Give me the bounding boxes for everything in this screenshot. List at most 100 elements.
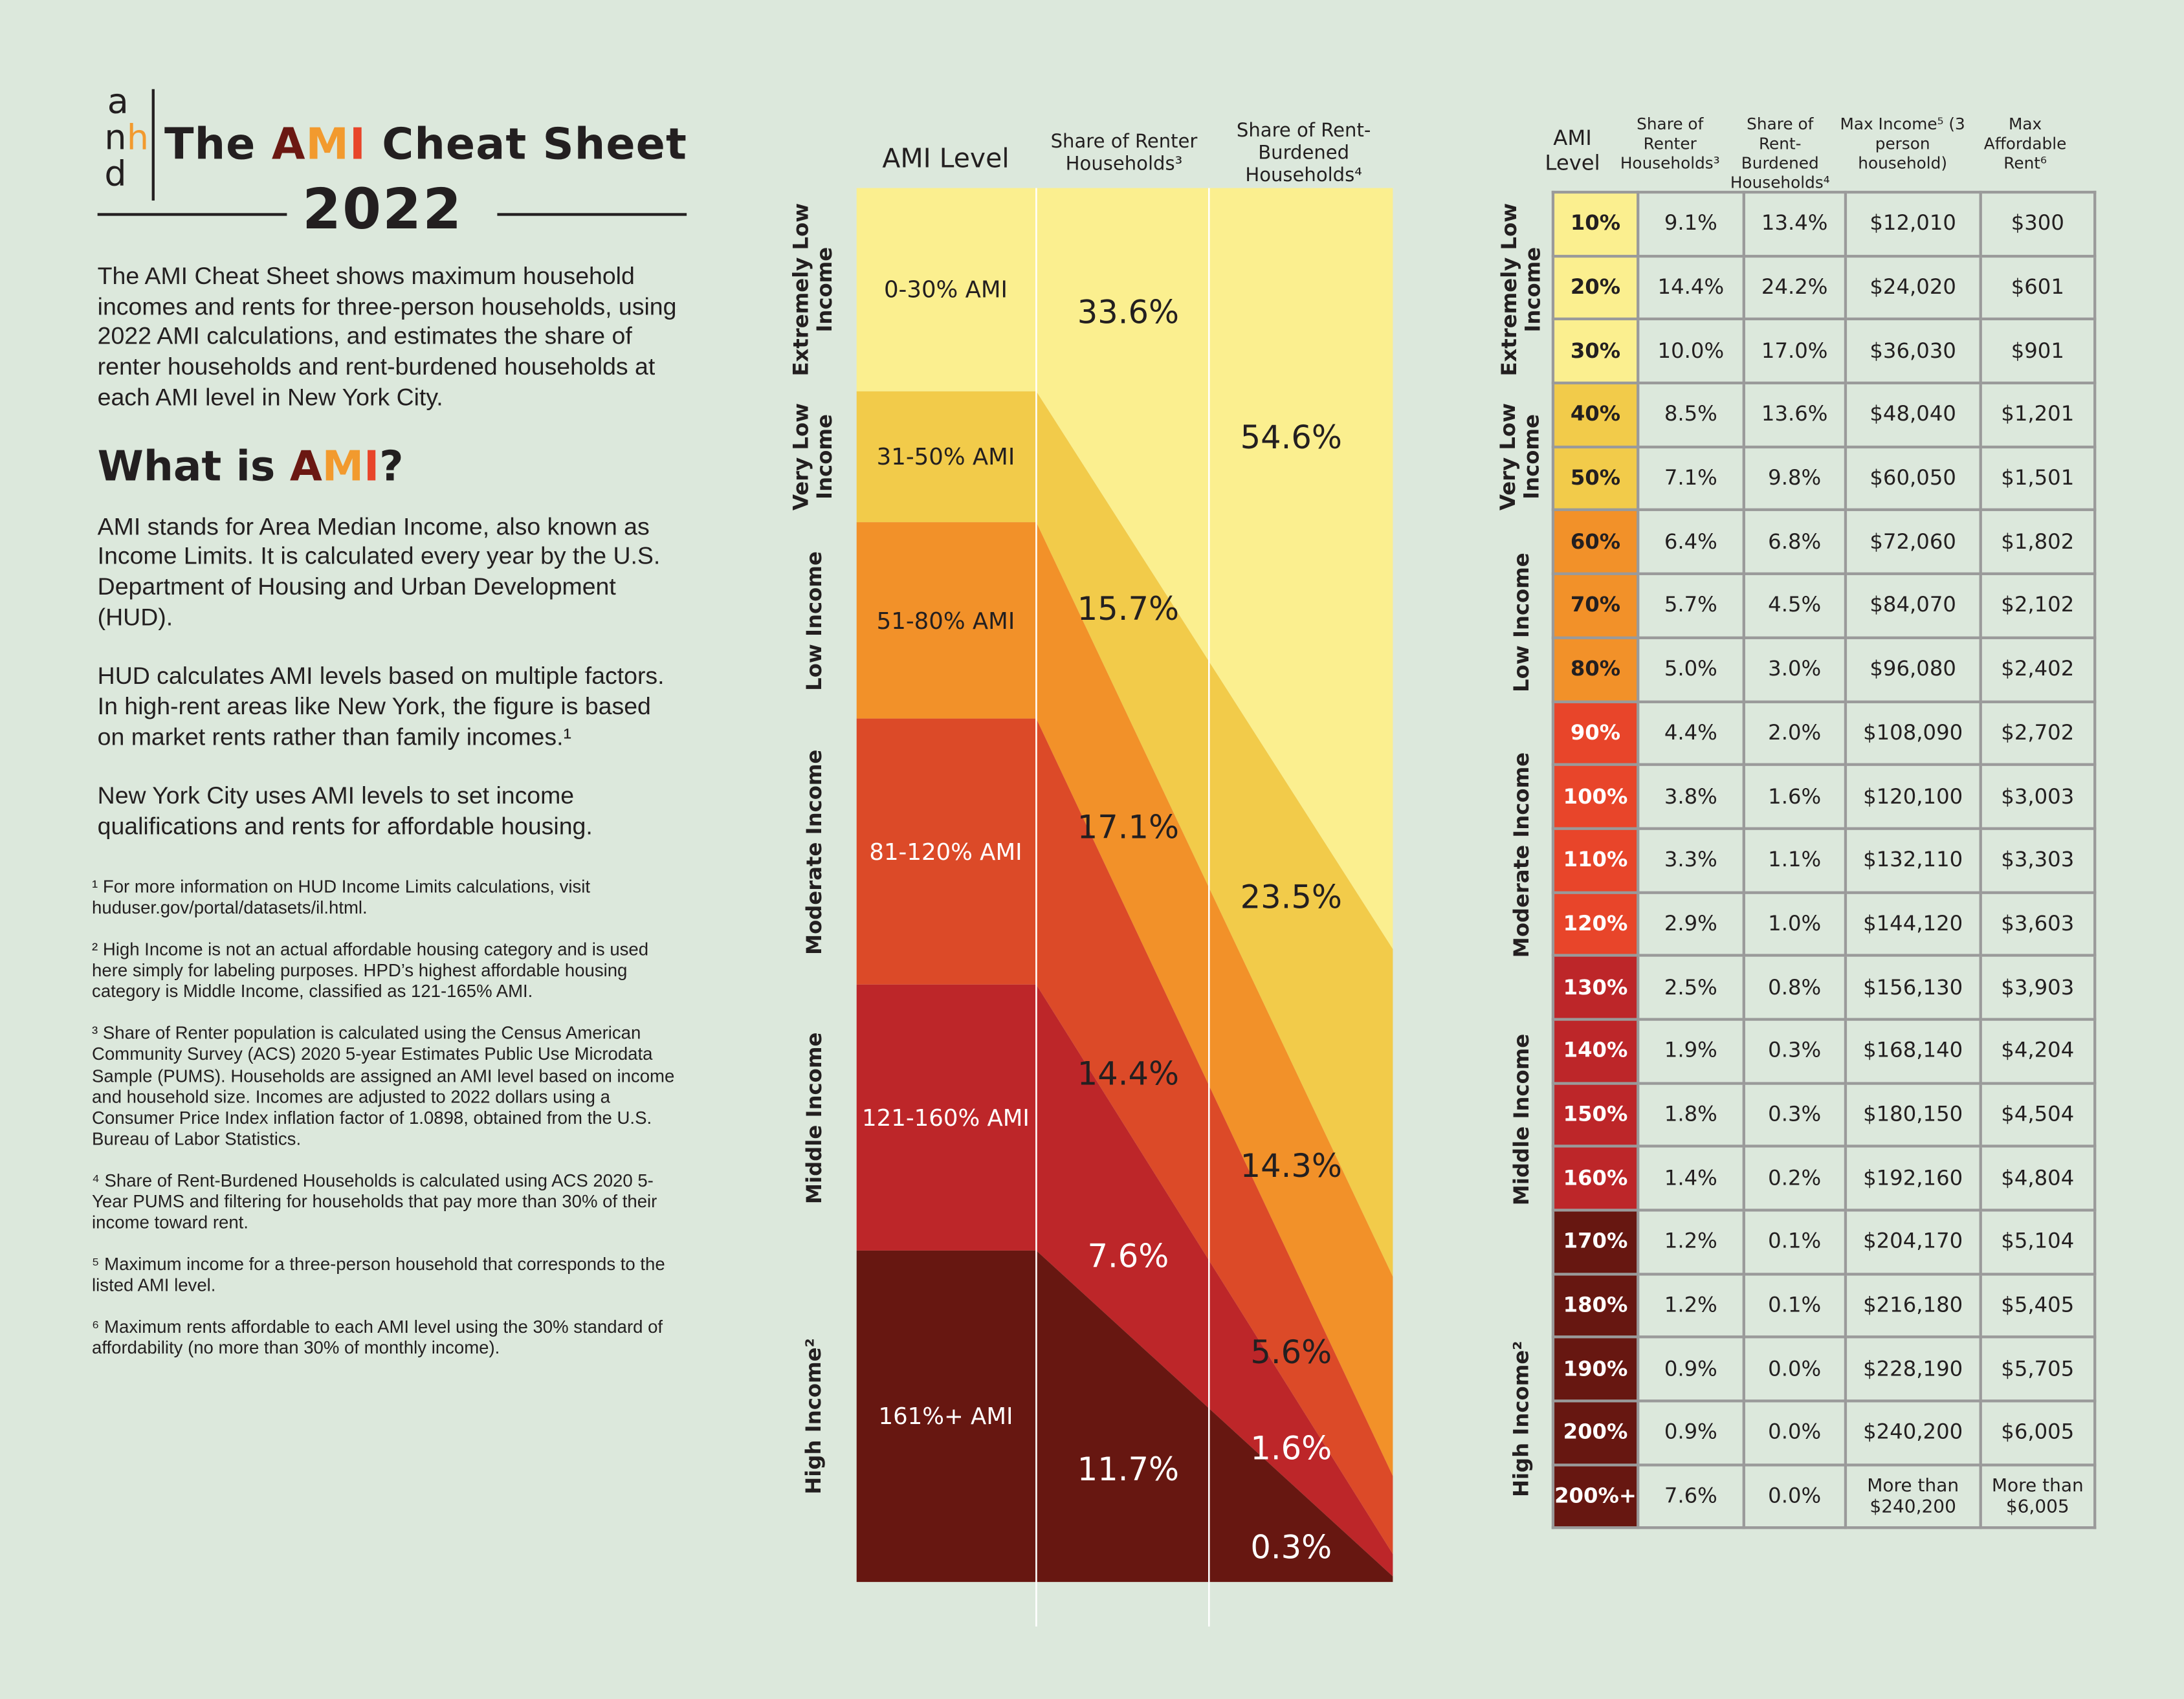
table-cell: 10.0%: [1636, 318, 1745, 385]
chart-header-renter: Share of Renter Households³: [1050, 131, 1198, 176]
burdened-share-label: 0.3%: [1250, 1530, 1332, 1567]
table-cell: $156,130: [1844, 954, 1982, 1021]
ami-table: 10% 9.1% 13.4% $12,010 $300 20% 14.4% 24.2% $24,…: [1551, 190, 2097, 1530]
burdened-share-label: 14.3%: [1240, 1148, 1342, 1185]
ami-level-cell: 140%: [1551, 1018, 1640, 1084]
table-cell: 9.1%: [1636, 190, 1745, 258]
table-cell: $5,705: [1979, 1335, 2097, 1403]
renter-share-label: 7.6%: [1087, 1239, 1169, 1276]
ami-level-cell: 200%+: [1551, 1463, 1640, 1530]
table-cell: $168,140: [1844, 1018, 1982, 1084]
what-paragraph-1: AMI stands for Area Median Income, also …: [97, 512, 661, 631]
table-cell: 0.9%: [1636, 1399, 1745, 1466]
chart-header-ami-level: AMI Level: [882, 143, 1009, 175]
ami-level-cell: 120%: [1551, 890, 1640, 958]
category-label: Extremely Low Income: [788, 203, 837, 377]
footnote-6: ⁶ Maximum rents affordable to each AMI l…: [92, 1316, 663, 1359]
table-cell: 24.2%: [1742, 254, 1847, 321]
title-year: 2022: [302, 178, 463, 243]
footnote-4: ⁴ Share of Rent-Burdened Households is c…: [92, 1169, 657, 1233]
burdened-share-label: 1.6%: [1250, 1431, 1332, 1468]
renter-share-label: 14.4%: [1077, 1057, 1180, 1093]
title-prefix: The: [164, 120, 272, 170]
table-cell: $4,204: [1979, 1018, 2097, 1084]
table-cell: 17.0%: [1742, 318, 1847, 385]
intro-paragraph: The AMI Cheat Sheet shows maximum househ…: [97, 261, 677, 411]
table-cell: 13.4%: [1742, 190, 1847, 258]
table-cell: 0.3%: [1742, 1018, 1847, 1084]
ami-range-label: 81-120% AMI: [869, 838, 1022, 865]
table-cell: $180,150: [1844, 1081, 1982, 1148]
band-moderate-income: [856, 718, 1393, 1555]
table-header: Max Affordable Rent⁶: [1983, 114, 2067, 173]
footnote-5: ⁵ Maximum income for a three-person hous…: [92, 1253, 665, 1296]
table-cell: 2.0%: [1742, 699, 1847, 767]
band-low-income: [856, 522, 1393, 1476]
table-cell: 0.3%: [1742, 1081, 1847, 1148]
table-row: 200%+ 7.6% 0.0% More than $240,200 More than…: [1551, 1463, 2097, 1530]
table-cell: 0.0%: [1742, 1335, 1847, 1403]
table-cell: $1,802: [1979, 509, 2097, 576]
table-group-label: Middle Income: [1507, 1033, 1533, 1206]
table-cell: 0.9%: [1636, 1335, 1745, 1403]
table-cell: $84,070: [1844, 572, 1982, 639]
table-group-label: High Income²: [1507, 1340, 1533, 1496]
table-header: Share of Rent-Burdened Households⁴: [1730, 114, 1830, 193]
ami-level-cell: 80%: [1551, 636, 1640, 703]
renter-share-label: 11.7%: [1077, 1452, 1180, 1489]
table-cell: 4.4%: [1636, 699, 1745, 767]
table-cell: $120,100: [1844, 763, 1982, 830]
table-cell: $108,090: [1844, 699, 1982, 767]
title-i: I: [349, 120, 366, 170]
table-cell: $240,200: [1844, 1399, 1982, 1466]
table-cell: $5,405: [1979, 1272, 2097, 1339]
table-cell: $132,110: [1844, 827, 1982, 893]
band-extremely-low-income: [856, 188, 1393, 949]
table-cell: 1.9%: [1636, 1018, 1745, 1084]
table-cell: $5,104: [1979, 1209, 2097, 1275]
table-row: 40% 8.5% 13.6% $48,040 $1,201: [1551, 381, 2097, 448]
table-cell: $3,603: [1979, 890, 2097, 958]
renter-share-label: 33.6%: [1077, 295, 1180, 332]
table-row: 200% 0.9% 0.0% $240,200 $6,005: [1551, 1399, 2097, 1466]
ami-range-label: 51-80% AMI: [876, 607, 1015, 634]
ami-level-cell: 200%: [1551, 1399, 1640, 1466]
table-cell: $204,170: [1844, 1209, 1982, 1275]
table-cell: $300: [1979, 190, 2097, 258]
category-label: Low Income: [800, 551, 826, 690]
table-cell: 5.7%: [1636, 572, 1745, 639]
table-cell: $6,005: [1979, 1399, 2097, 1466]
logo-letter-n: n: [104, 116, 127, 158]
table-row: 150% 1.8% 0.3% $180,150 $4,504: [1551, 1081, 2097, 1148]
table-cell: 13.6%: [1742, 381, 1847, 448]
ami-level-cell: 30%: [1551, 318, 1640, 385]
table-cell: 1.6%: [1742, 763, 1847, 830]
ami-range-label: 0-30% AMI: [883, 276, 1008, 303]
table-row: 120% 2.9% 1.0% $144,120 $3,603: [1551, 890, 2097, 958]
table-cell: 4.5%: [1742, 572, 1847, 639]
title-m: M: [305, 120, 350, 170]
category-label: High Income²: [800, 1338, 826, 1495]
heading-suffix: ?: [379, 442, 404, 491]
table-cell: 3.8%: [1636, 763, 1745, 830]
ami-level-cell: 70%: [1551, 572, 1640, 639]
footnote-1: ¹ For more information on HUD Income Lim…: [92, 875, 591, 918]
ami-range-label: 121-160% AMI: [862, 1104, 1030, 1131]
table-cell: $72,060: [1844, 509, 1982, 576]
table-cell: 2.5%: [1636, 954, 1745, 1021]
ami-level-cell: 130%: [1551, 954, 1640, 1021]
table-cell: $1,201: [1979, 381, 2097, 448]
ami-level-cell: 110%: [1551, 827, 1640, 893]
ami-level-cell: 100%: [1551, 763, 1640, 830]
burdened-share-label: 23.5%: [1240, 880, 1342, 917]
what-paragraph-3: New York City uses AMI levels to set inc…: [97, 782, 593, 840]
title-suffix: Cheat Sheet: [366, 120, 687, 170]
table-cell: 0.0%: [1742, 1463, 1847, 1530]
table-row: 180% 1.2% 0.1% $216,180 $5,405: [1551, 1272, 2097, 1339]
category-label: Middle Income: [800, 1031, 826, 1204]
renter-share-label: 17.1%: [1077, 810, 1180, 847]
table-cell: $1,501: [1979, 445, 2097, 512]
ami-level-cell: 50%: [1551, 445, 1640, 512]
table-cell: 8.5%: [1636, 381, 1745, 448]
table-group-label: Extremely Low Income: [1495, 203, 1545, 377]
